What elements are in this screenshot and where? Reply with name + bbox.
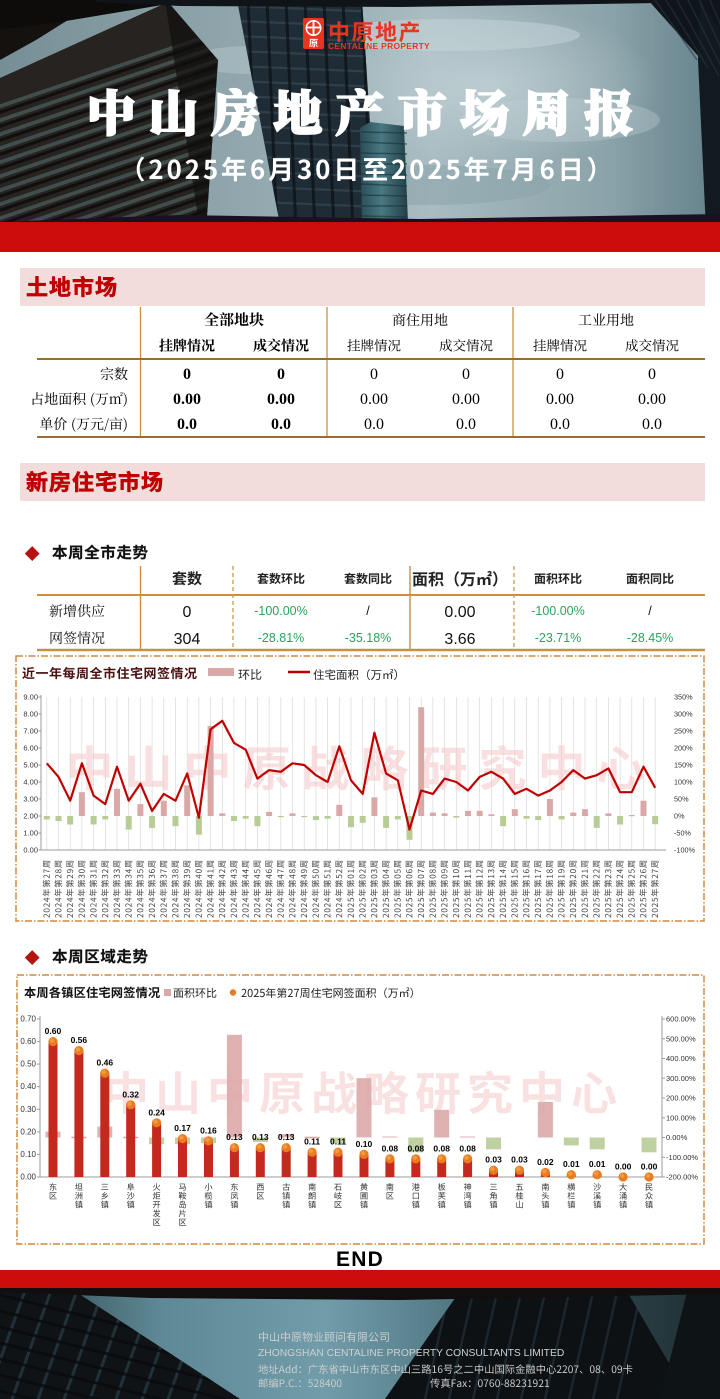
svg-text:0.30: 0.30 bbox=[20, 1105, 36, 1114]
svg-text:0.56: 0.56 bbox=[71, 1035, 88, 1045]
svg-text:0.32: 0.32 bbox=[122, 1089, 139, 1099]
svg-text:50%: 50% bbox=[674, 795, 689, 804]
svg-text:0.03: 0.03 bbox=[485, 1155, 502, 1165]
svg-text:3.66: 3.66 bbox=[444, 631, 475, 648]
svg-text:0: 0 bbox=[183, 366, 191, 383]
svg-text:0.0: 0.0 bbox=[177, 416, 197, 433]
svg-text:-23.71%: -23.71% bbox=[535, 631, 582, 645]
svg-text:0.08: 0.08 bbox=[408, 1143, 425, 1153]
svg-text:ZHONGSHAN CENTALINE PROPERTY C: ZHONGSHAN CENTALINE PROPERTY CONSULTANTS… bbox=[258, 1348, 564, 1359]
svg-text:0%: 0% bbox=[674, 812, 685, 821]
svg-text:0.0: 0.0 bbox=[456, 416, 476, 433]
svg-text:0.01: 0.01 bbox=[589, 1159, 606, 1169]
svg-text:0.13: 0.13 bbox=[252, 1132, 269, 1142]
svg-text:-100.00%: -100.00% bbox=[531, 604, 585, 618]
svg-text:-100.00%: -100.00% bbox=[666, 1153, 698, 1162]
svg-text:0.46: 0.46 bbox=[97, 1058, 114, 1068]
svg-text:0.16: 0.16 bbox=[200, 1125, 217, 1135]
svg-text:-50%: -50% bbox=[674, 829, 692, 838]
svg-text:0.00: 0.00 bbox=[444, 604, 475, 621]
svg-text:0.60: 0.60 bbox=[20, 1037, 36, 1046]
svg-text:7.00: 7.00 bbox=[23, 727, 38, 736]
svg-text:0.13: 0.13 bbox=[278, 1132, 295, 1142]
svg-text:0.02: 0.02 bbox=[537, 1157, 554, 1167]
svg-text:0.11: 0.11 bbox=[330, 1137, 346, 1147]
svg-text:0.0: 0.0 bbox=[550, 416, 570, 433]
svg-text:0.0: 0.0 bbox=[271, 416, 291, 433]
svg-text:-35.18%: -35.18% bbox=[345, 631, 392, 645]
svg-text:0.00: 0.00 bbox=[615, 1162, 632, 1172]
svg-text:0: 0 bbox=[556, 366, 564, 383]
svg-text:600.00%: 600.00% bbox=[666, 1015, 696, 1024]
svg-text:0.20: 0.20 bbox=[20, 1127, 36, 1136]
svg-text:-100%: -100% bbox=[674, 846, 696, 855]
svg-text:0.08: 0.08 bbox=[382, 1143, 399, 1153]
svg-text:0.00: 0.00 bbox=[360, 391, 388, 408]
svg-text:500.00%: 500.00% bbox=[666, 1034, 696, 1043]
svg-text:0.10: 0.10 bbox=[20, 1150, 36, 1159]
svg-text:0: 0 bbox=[183, 604, 192, 621]
svg-text:0.00%: 0.00% bbox=[666, 1133, 688, 1142]
svg-text:-28.45%: -28.45% bbox=[627, 631, 674, 645]
svg-text:0: 0 bbox=[277, 366, 285, 383]
svg-text:300.00%: 300.00% bbox=[666, 1074, 696, 1083]
svg-text:100%: 100% bbox=[674, 778, 693, 787]
svg-text:CENTALINE PROPERTY: CENTALINE PROPERTY bbox=[328, 41, 430, 51]
svg-text:0.10: 0.10 bbox=[356, 1139, 373, 1149]
svg-text:9.00: 9.00 bbox=[23, 693, 38, 702]
svg-text:0.50: 0.50 bbox=[20, 1060, 36, 1069]
svg-text:0.00: 0.00 bbox=[267, 391, 295, 408]
svg-text:0.70: 0.70 bbox=[20, 1015, 36, 1024]
svg-text:/: / bbox=[648, 604, 652, 618]
svg-text:300%: 300% bbox=[674, 710, 693, 719]
svg-text:4.00: 4.00 bbox=[23, 778, 38, 787]
svg-text:0: 0 bbox=[462, 366, 470, 383]
svg-text:0.0: 0.0 bbox=[642, 416, 662, 433]
svg-text:304: 304 bbox=[174, 631, 201, 648]
svg-text:0.13: 0.13 bbox=[226, 1132, 243, 1142]
svg-text:200%: 200% bbox=[674, 744, 693, 753]
svg-text:0.08: 0.08 bbox=[459, 1143, 476, 1153]
svg-text:0.17: 0.17 bbox=[174, 1123, 191, 1133]
svg-text:0.24: 0.24 bbox=[148, 1107, 165, 1117]
svg-text:0.03: 0.03 bbox=[511, 1155, 528, 1165]
svg-text:0.00: 0.00 bbox=[452, 391, 480, 408]
svg-text:2.00: 2.00 bbox=[23, 812, 38, 821]
svg-text:0.01: 0.01 bbox=[563, 1159, 580, 1169]
svg-text:0.00: 0.00 bbox=[173, 391, 201, 408]
svg-text:100.00%: 100.00% bbox=[666, 1113, 696, 1122]
svg-text:0.00: 0.00 bbox=[638, 391, 666, 408]
svg-text:350%: 350% bbox=[674, 693, 693, 702]
svg-text:0.00: 0.00 bbox=[23, 846, 38, 855]
svg-text:150%: 150% bbox=[674, 761, 693, 770]
svg-text:0.00: 0.00 bbox=[20, 1173, 36, 1182]
svg-text:END: END bbox=[336, 1248, 384, 1271]
svg-text:0.40: 0.40 bbox=[20, 1082, 36, 1091]
svg-text:0.60: 0.60 bbox=[45, 1026, 62, 1036]
svg-text:0.0: 0.0 bbox=[364, 416, 384, 433]
svg-text:0: 0 bbox=[370, 366, 378, 383]
svg-text:250%: 250% bbox=[674, 727, 693, 736]
svg-text:0.00: 0.00 bbox=[546, 391, 574, 408]
svg-text:/: / bbox=[366, 604, 370, 618]
svg-text:1.00: 1.00 bbox=[23, 829, 38, 838]
svg-text:400.00%: 400.00% bbox=[666, 1054, 696, 1063]
svg-text:3.00: 3.00 bbox=[23, 795, 38, 804]
svg-text:-200.00%: -200.00% bbox=[666, 1173, 698, 1182]
svg-text:8.00: 8.00 bbox=[23, 710, 38, 719]
svg-text:-100.00%: -100.00% bbox=[254, 604, 308, 618]
svg-text:0.00: 0.00 bbox=[641, 1162, 658, 1172]
svg-text:0: 0 bbox=[648, 366, 656, 383]
svg-text:6.00: 6.00 bbox=[23, 744, 38, 753]
svg-text:5.00: 5.00 bbox=[23, 761, 38, 770]
svg-text:0.08: 0.08 bbox=[433, 1143, 450, 1153]
svg-text:200.00%: 200.00% bbox=[666, 1094, 696, 1103]
svg-text:-28.81%: -28.81% bbox=[258, 631, 305, 645]
svg-text:0.11: 0.11 bbox=[304, 1137, 320, 1147]
